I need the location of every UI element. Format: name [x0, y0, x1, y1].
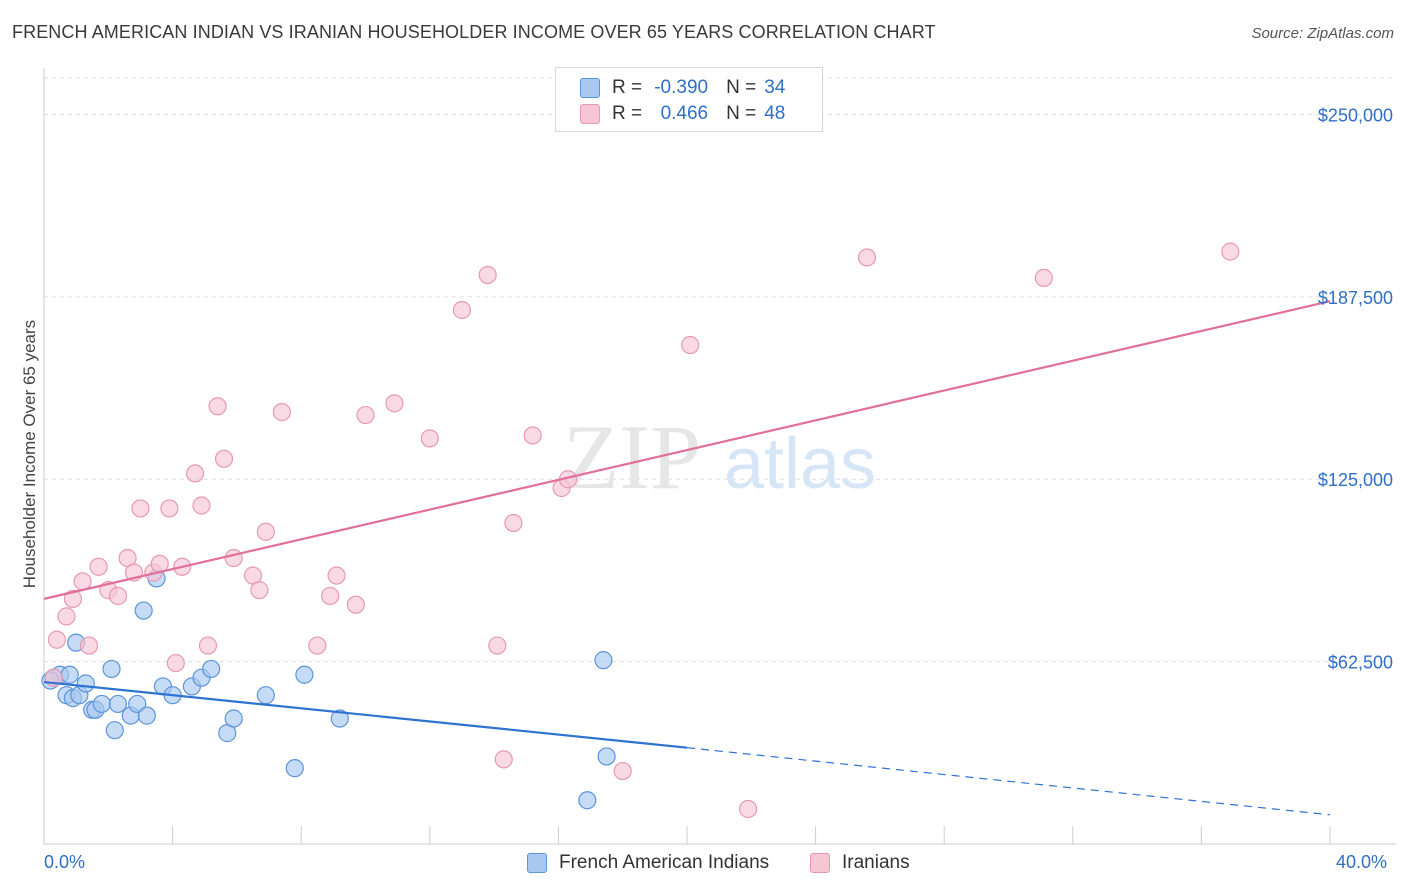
blue-point: [256, 686, 275, 705]
blue-point: [202, 659, 221, 679]
r-label: R =: [612, 103, 643, 124]
pink-point: [385, 394, 404, 413]
pink-point: [452, 300, 472, 320]
pink-point: [63, 589, 83, 608]
pink-point: [224, 548, 243, 568]
blue-swatch: [580, 78, 600, 98]
pink-point: [346, 595, 365, 614]
y-tick-label: $125,000: [1318, 470, 1393, 490]
watermark-zip: ZIP: [563, 406, 701, 508]
blue-point: [295, 665, 314, 684]
blue-point: [224, 709, 243, 728]
pink-point: [250, 581, 269, 600]
pink-point: [494, 750, 513, 769]
blue-point: [330, 709, 349, 728]
pink-point: [681, 335, 700, 355]
chart-title: FRENCH AMERICAN INDIAN VS IRANIAN HOUSEH…: [12, 22, 936, 42]
pink-point: [478, 265, 497, 285]
pink-swatch: [580, 104, 600, 124]
pink-point: [356, 405, 375, 425]
y-tick-labels: $62,500 $125,000 $187,500 $250,000: [1318, 105, 1393, 672]
r-value: 0.466: [660, 103, 709, 124]
watermark-atlas: atlas: [724, 424, 876, 504]
trend-layer: [43, 300, 1331, 816]
n-label: N =: [726, 103, 757, 124]
pink-point: [89, 557, 108, 576]
blue-point: [285, 759, 304, 778]
blue-point: [102, 659, 121, 679]
blue-trend-extension: [686, 747, 1331, 816]
pink-point: [198, 636, 218, 655]
blue-point: [137, 706, 156, 725]
pink-point: [1034, 268, 1053, 287]
r-label: R =: [612, 77, 643, 98]
stats-legend: R = -0.390 N = 34 R = 0.466 N = 48: [555, 67, 823, 132]
blue-point: [578, 791, 597, 810]
pink-point: [613, 761, 632, 781]
pink-point: [214, 449, 234, 468]
legend-label: French American Indians: [559, 852, 770, 873]
n-value: 48: [764, 103, 786, 124]
pink-point: [166, 653, 185, 673]
pink-point: [488, 636, 507, 655]
pink-point: [272, 403, 292, 422]
pink-point: [131, 499, 150, 518]
x-tick-label-max: 40.0%: [1336, 852, 1388, 872]
watermark: ZIP atlas: [563, 406, 876, 508]
x-tick-label-min: 0.0%: [44, 852, 86, 872]
legend-item-iranians[interactable]: Iranians: [810, 852, 910, 874]
pink-point: [857, 248, 877, 267]
blue-point: [134, 601, 153, 620]
r-value: -0.390: [654, 77, 709, 98]
blue-point: [105, 721, 124, 740]
pink-point: [57, 607, 76, 626]
blue-point: [92, 694, 111, 714]
pink-point: [160, 499, 179, 518]
pink-point: [420, 429, 439, 448]
legend-label: Iranians: [842, 852, 910, 873]
pink-point: [738, 799, 758, 819]
blue-swatch: [527, 853, 547, 873]
pink-point: [327, 566, 346, 585]
series-legend: French American Indians Iranians: [0, 852, 1406, 878]
pink-point: [308, 636, 327, 655]
legend-item-french-american-indians[interactable]: French American Indians: [527, 852, 769, 874]
axis-layer: [43, 68, 1396, 845]
pink-point: [73, 572, 92, 591]
blue-point: [108, 694, 128, 714]
stats-row-blue: R = -0.390 N = 34: [580, 75, 785, 101]
pink-point: [186, 464, 205, 483]
blue-point: [128, 694, 147, 714]
y-tick-label: $62,500: [1328, 653, 1393, 673]
blue-point: [597, 747, 616, 766]
y-axis-label: Householder Income Over 65 years: [20, 319, 39, 589]
pink-swatch: [810, 853, 830, 873]
pink-point: [79, 636, 99, 655]
blue-trend-line: [43, 680, 688, 749]
blue-point: [594, 651, 613, 670]
source-label: Source: ZipAtlas.com: [1251, 25, 1394, 42]
y-tick-label: $250,000: [1318, 105, 1393, 125]
pink-trend-line: [43, 300, 1331, 600]
pink-point: [1221, 242, 1240, 261]
stats-row-pink: R = 0.466 N = 48: [580, 101, 785, 127]
blue-point: [60, 665, 79, 684]
points-layer: [41, 242, 1240, 819]
pink-point: [108, 586, 128, 606]
n-value: 34: [764, 77, 786, 98]
pink-point: [192, 496, 211, 515]
pink-point: [321, 586, 340, 606]
pink-point: [523, 426, 542, 445]
pink-point: [504, 513, 523, 533]
pink-point: [208, 397, 227, 416]
pink-point: [256, 522, 275, 541]
pink-point: [47, 630, 66, 649]
y-tick-label: $187,500: [1318, 288, 1393, 308]
n-label: N =: [726, 77, 757, 98]
blue-point: [76, 674, 95, 693]
